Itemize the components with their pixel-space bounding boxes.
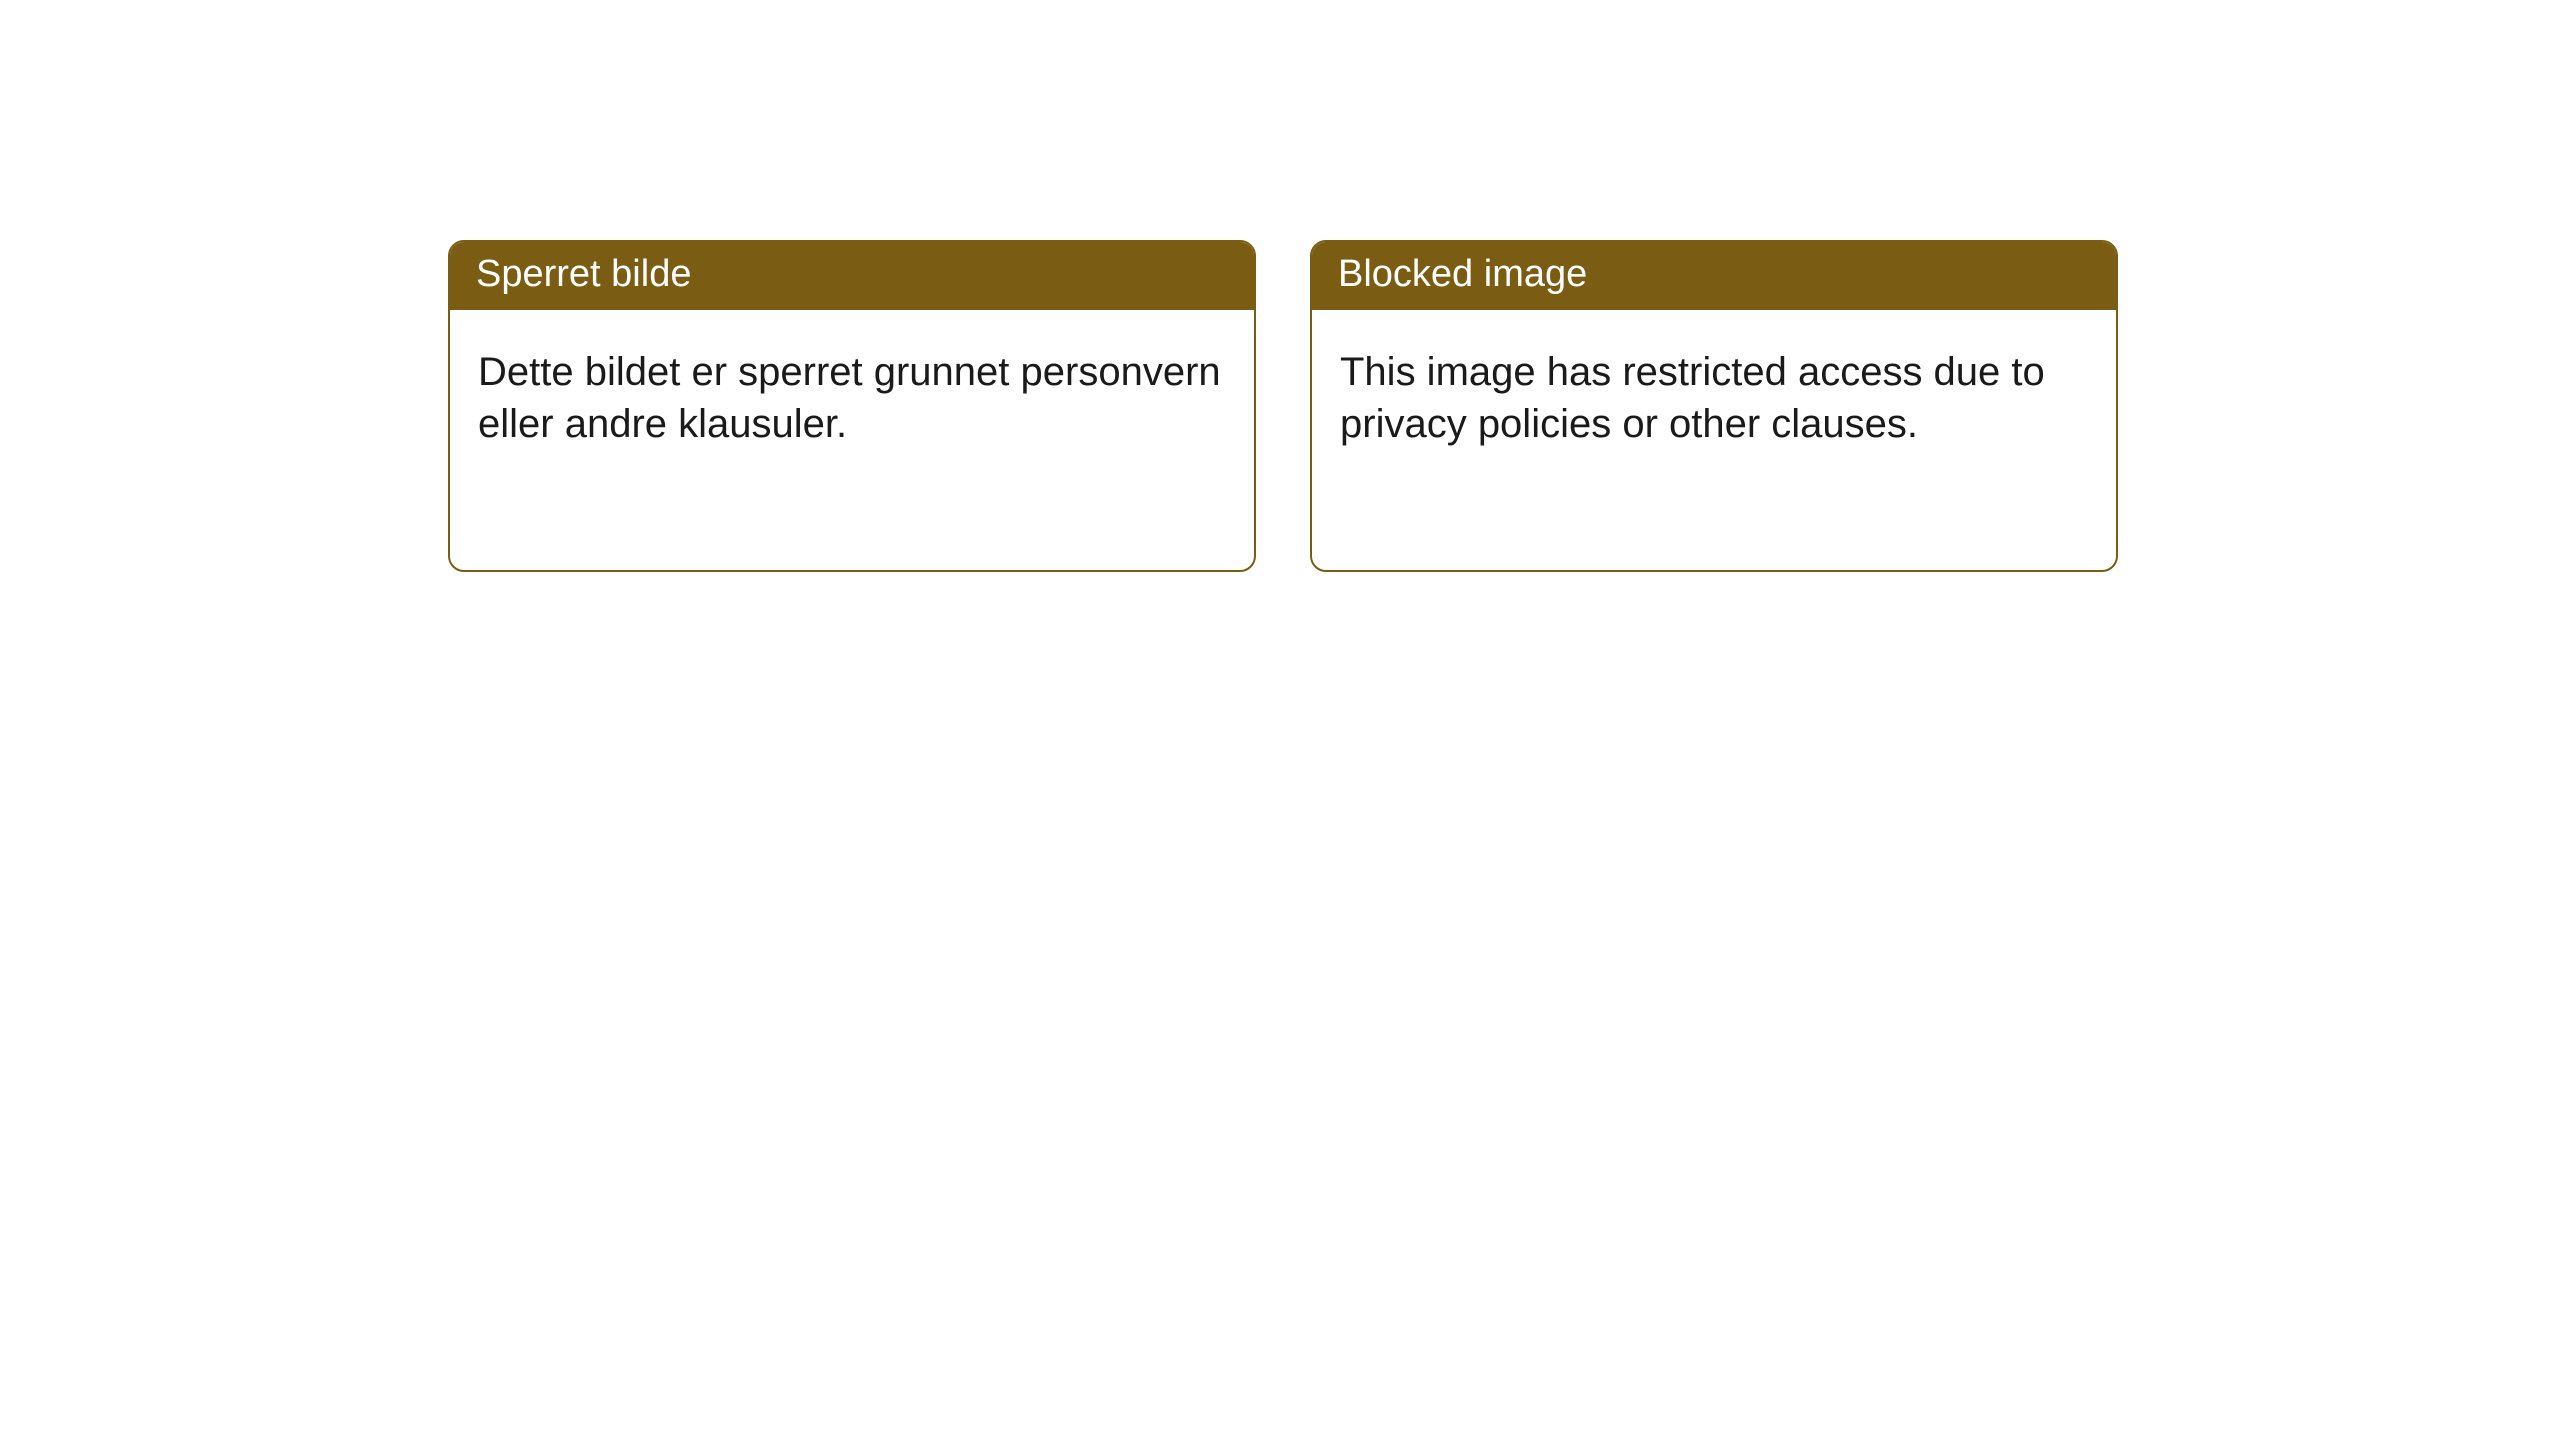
notice-card-title: Blocked image — [1312, 242, 2116, 310]
notice-card-norwegian: Sperret bilde Dette bildet er sperret gr… — [448, 240, 1256, 572]
notice-card-title: Sperret bilde — [450, 242, 1254, 310]
notice-card-english: Blocked image This image has restricted … — [1310, 240, 2118, 572]
notice-card-container: Sperret bilde Dette bildet er sperret gr… — [448, 240, 2118, 572]
notice-card-body: Dette bildet er sperret grunnet personve… — [450, 310, 1254, 486]
notice-card-body: This image has restricted access due to … — [1312, 310, 2116, 486]
